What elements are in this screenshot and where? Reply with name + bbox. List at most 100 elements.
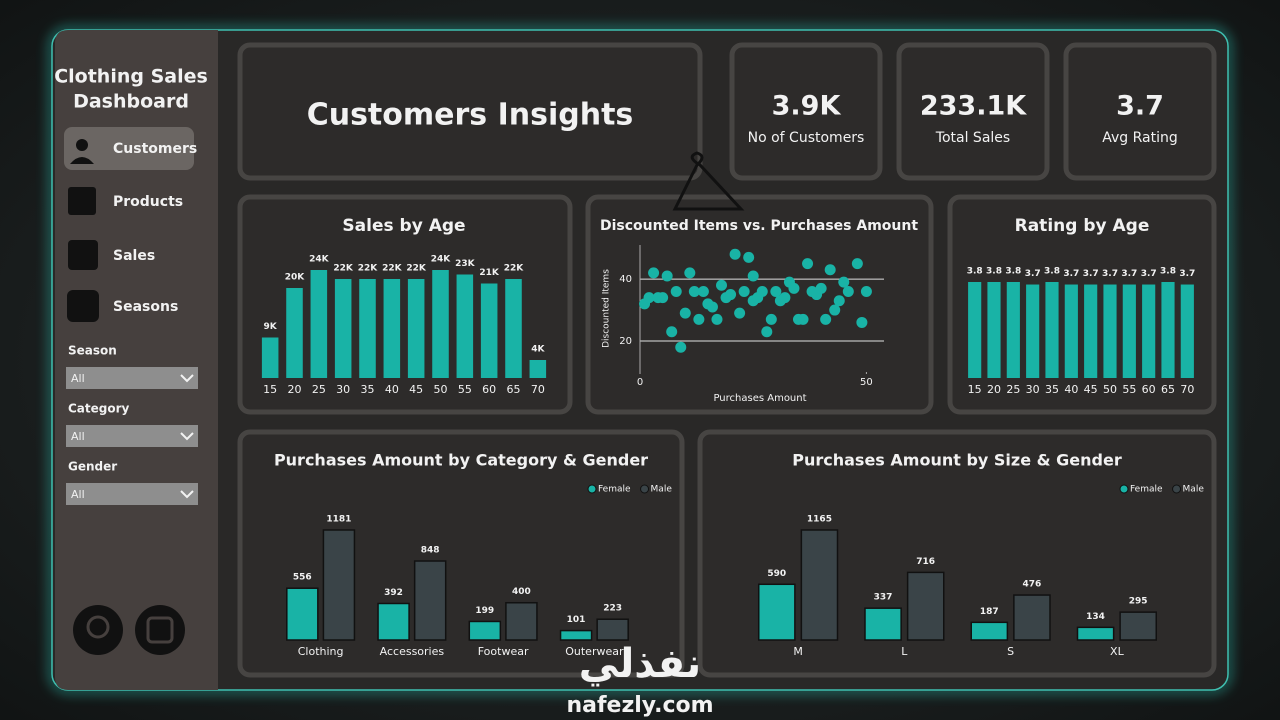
value-label: 3.7 [1025, 269, 1041, 279]
x-tick-label: 65 [507, 383, 521, 396]
legend-marker [1119, 484, 1129, 494]
scatter-point [648, 267, 660, 279]
value-label: 22K [358, 264, 379, 274]
value-label: 24K [431, 255, 452, 265]
x-tick-label: 60 [482, 383, 496, 396]
x-tick-label: 35 [1045, 383, 1059, 396]
bar [480, 283, 498, 378]
bar [968, 282, 982, 378]
legend-label: Female [1130, 485, 1163, 495]
x-tick-label: 35 [361, 383, 375, 396]
scatter-point [743, 251, 755, 263]
scatter-point [670, 285, 682, 297]
kpi-card [729, 42, 883, 181]
scatter-point [842, 285, 854, 297]
value-label: 134 [1086, 612, 1105, 622]
scatter-point [666, 326, 678, 338]
filter-value[interactable]: All [71, 488, 85, 501]
value-label: 556 [293, 573, 312, 583]
x-tick-label: 45 [409, 383, 423, 396]
nav-icon [67, 139, 99, 322]
filter-value[interactable]: All [71, 430, 85, 443]
bar [334, 279, 352, 378]
github-icon[interactable] [73, 605, 123, 655]
value-label: 716 [916, 557, 935, 567]
value-label: 3.7 [1102, 269, 1118, 279]
legend-label: Male [1183, 485, 1205, 495]
value-label: 3.7 [1179, 269, 1195, 279]
linkedin-icon[interactable] [135, 605, 185, 655]
bar [261, 337, 279, 378]
nav-item[interactable]: Sales [113, 248, 155, 264]
value-label: 101 [567, 615, 586, 625]
scatter-point [779, 292, 791, 304]
x-tick-label: Outerwear [565, 645, 624, 658]
scatter-point [716, 279, 728, 291]
x-tick-label: 0 [637, 377, 643, 388]
x-tick-label: 50 [860, 377, 873, 388]
filter-dropdown[interactable] [66, 483, 198, 505]
bar [1064, 284, 1078, 378]
value-label: 1165 [807, 515, 832, 525]
bar [1084, 284, 1098, 378]
nav-active[interactable] [64, 127, 194, 170]
bar [1013, 594, 1051, 641]
value-label: 22K [406, 264, 427, 274]
chart-title: Sales by Age [342, 216, 465, 236]
scatter-point [711, 313, 723, 325]
bar [987, 282, 1001, 378]
value-label: 3.7 [1141, 269, 1157, 279]
nav-item[interactable]: Products [113, 194, 183, 210]
bar [559, 629, 593, 641]
value-label: 9K [264, 322, 278, 332]
kpi-label: Avg Rating [1102, 130, 1178, 146]
scatter-point [734, 307, 746, 319]
legend-label: Female [598, 485, 631, 495]
scatter-point [770, 285, 782, 297]
value-label: 3.7 [1121, 269, 1137, 279]
y-tick-label: 40 [619, 274, 632, 285]
value-label: 187 [980, 607, 999, 617]
x-tick-label: 50 [434, 383, 448, 396]
x-tick-label: 30 [1026, 383, 1040, 396]
header-title: Customers Insights [307, 98, 634, 133]
bar [864, 607, 902, 641]
value-label: 1181 [326, 515, 351, 525]
bar [1045, 282, 1059, 378]
watermark: نفذلي [579, 641, 701, 687]
x-tick-label: 45 [1084, 383, 1098, 396]
x-tick-label: 55 [458, 383, 472, 396]
filter-dropdown[interactable] [66, 367, 198, 389]
x-tick-label: 40 [385, 383, 399, 396]
scatter-point [643, 292, 655, 304]
bar [970, 621, 1009, 641]
value-label: 3.7 [1083, 269, 1099, 279]
filter-dropdown[interactable] [66, 425, 198, 447]
scatter-point [725, 289, 737, 301]
scatter-point [860, 285, 872, 297]
scatter-point [756, 285, 768, 297]
nav-item[interactable]: Seasons [113, 299, 178, 315]
nav-item[interactable]: Customers [113, 141, 197, 157]
x-tick-label: 65 [1161, 383, 1175, 396]
bar [505, 279, 522, 378]
bar [286, 587, 319, 641]
bar [757, 583, 796, 641]
scatter-point [802, 258, 814, 270]
value-label: 3.8 [1005, 267, 1021, 277]
bar [1006, 282, 1020, 378]
value-label: 3.8 [1044, 267, 1060, 277]
x-tick-label: L [901, 645, 908, 658]
scatter-point [684, 267, 696, 279]
value-label: 22K [382, 264, 403, 274]
x-tick-label: Clothing [298, 645, 344, 658]
bar [322, 529, 356, 641]
header-card [237, 42, 703, 181]
github-glyph [86, 615, 110, 639]
sidebar-title: Dashboard [73, 91, 189, 113]
legend-label: Male [651, 485, 673, 495]
scatter-point [797, 313, 809, 325]
scatter-point [788, 282, 800, 294]
filter-value[interactable]: All [71, 372, 85, 385]
